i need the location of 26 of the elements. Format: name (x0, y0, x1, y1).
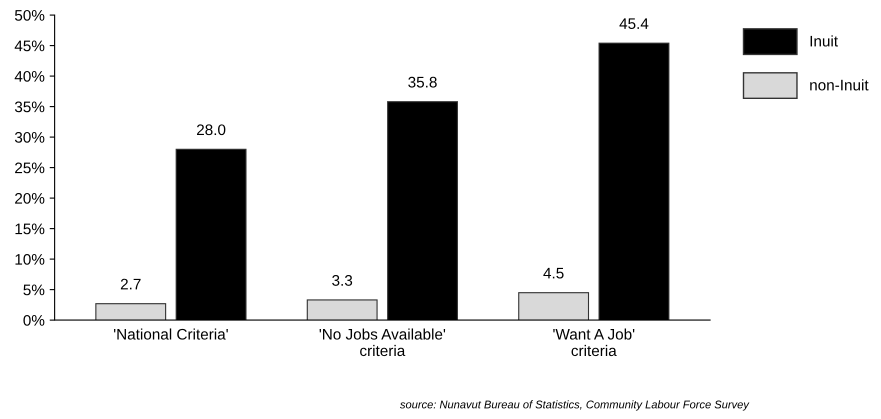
y-tick-label: 20% (15, 192, 44, 204)
legend-label: Inuit (810, 35, 838, 47)
legend-label: non-Inuit (810, 79, 869, 90)
x-tick-label: 'National Criteria' (114, 328, 228, 340)
bar (306, 299, 378, 320)
data-label: 2.7 (120, 278, 141, 290)
data-label: 4.5 (543, 268, 564, 279)
y-tick-label: 0% (23, 314, 44, 326)
x-tick-label: 'Want A Job' criteria (553, 328, 634, 356)
bar (518, 292, 590, 320)
bar (95, 303, 166, 320)
y-tick-label: 30% (14, 132, 44, 143)
x-tick-label: 'No Jobs Available' criteria (320, 328, 446, 356)
y-tick-label: 45% (14, 40, 44, 52)
y-tick-label: 10% (15, 254, 44, 265)
y-tick-label: 40% (14, 70, 44, 82)
data-label: 28.0 (196, 124, 226, 136)
y-tick-label: 50% (14, 10, 44, 21)
data-label: 35.8 (408, 76, 437, 88)
y-tick-label: 5% (23, 284, 44, 296)
y-tick-label: 15% (15, 224, 44, 234)
data-label: 45.4 (619, 18, 648, 30)
y-tick-label: 35% (14, 101, 44, 112)
source-note: source: Nunavut Bureau of Statistics, Community Labour Force Survey (400, 400, 750, 411)
y-tick-label: 25% (15, 162, 44, 174)
data-label: 3.3 (332, 275, 352, 286)
